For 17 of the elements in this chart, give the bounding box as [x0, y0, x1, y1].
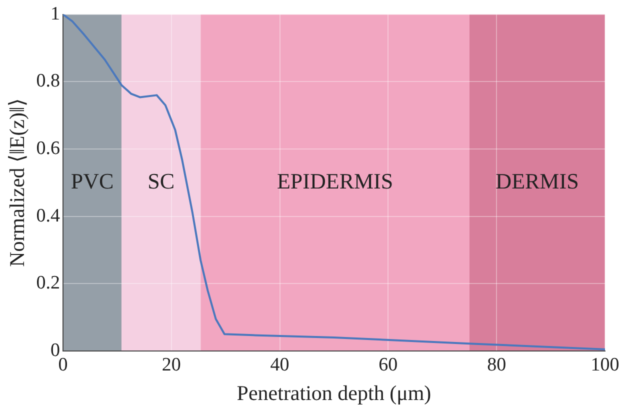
y-tick-label: 0.2: [36, 272, 60, 294]
y-tick-label: 0.8: [36, 70, 60, 92]
y-axis-title: Normalized ⟨‖E(z)‖⟩: [5, 98, 30, 267]
y-tick-label: 0.4: [36, 205, 60, 226]
x-axis-title: Penetration depth (μm): [236, 380, 432, 405]
y-tick-label: 1: [50, 3, 60, 24]
band-label: DERMIS: [496, 168, 579, 194]
band-label: EPIDERMIS: [276, 168, 394, 194]
y-tick-label: 0.6: [36, 138, 60, 160]
x-tick-label: 20: [162, 354, 181, 376]
x-tick-label: 40: [270, 354, 290, 376]
x-tick-label: 60: [378, 354, 398, 376]
band-label: PVC: [70, 168, 114, 194]
x-tick-label: 100: [590, 354, 620, 376]
y-tick-label: 0: [50, 340, 60, 361]
x-tick-label: 80: [487, 354, 506, 376]
band-label: SC: [148, 168, 175, 194]
